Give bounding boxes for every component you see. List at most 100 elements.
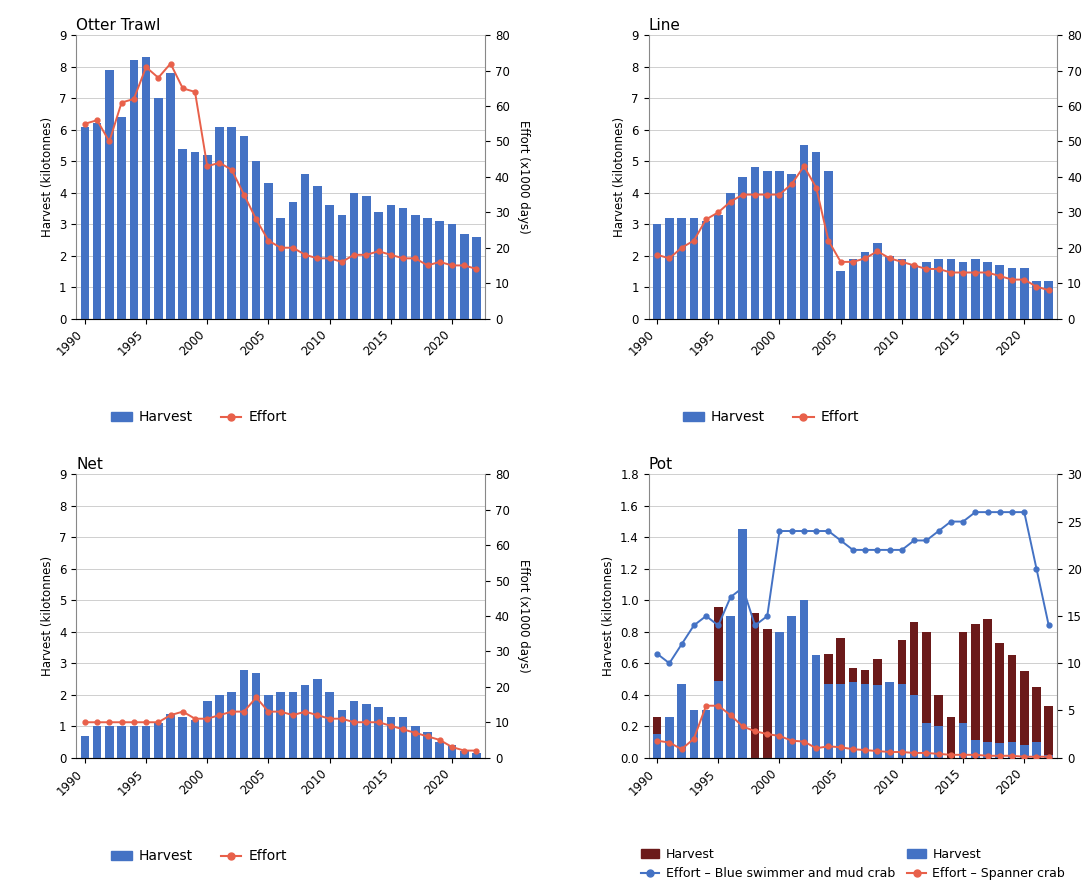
Y-axis label: Effort (x1000 days): Effort (x1000 days) <box>518 559 531 673</box>
Bar <box>313 187 322 319</box>
Bar <box>971 259 980 319</box>
Bar <box>1008 742 1016 758</box>
Bar <box>910 265 919 319</box>
Bar <box>411 726 420 758</box>
Bar <box>301 685 310 758</box>
Bar <box>861 670 870 758</box>
Bar <box>436 742 444 758</box>
Bar <box>1008 655 1016 758</box>
Bar <box>812 673 821 758</box>
Bar <box>289 692 298 758</box>
Y-axis label: Effort (x1000 days): Effort (x1000 days) <box>518 120 531 233</box>
Bar <box>215 695 223 758</box>
Bar <box>812 152 821 319</box>
Bar <box>460 233 469 319</box>
Bar <box>191 720 199 758</box>
Bar <box>154 723 162 758</box>
Bar <box>934 726 943 758</box>
Legend: Harvest, Effort: Harvest, Effort <box>106 844 292 869</box>
Bar <box>1008 268 1016 319</box>
Bar <box>118 117 125 319</box>
Bar <box>873 685 882 758</box>
Bar <box>472 237 481 319</box>
Bar <box>374 211 383 319</box>
Bar <box>264 183 272 319</box>
Bar <box>861 253 870 319</box>
Bar <box>739 588 747 758</box>
Bar <box>763 171 772 319</box>
Bar <box>653 734 662 758</box>
Bar <box>301 174 310 319</box>
Bar <box>714 606 723 758</box>
Bar <box>787 616 796 758</box>
Bar <box>702 714 711 758</box>
Bar <box>690 710 698 758</box>
Bar <box>325 692 334 758</box>
Bar <box>1032 742 1041 758</box>
Bar <box>922 632 931 758</box>
Text: Otter Trawl: Otter Trawl <box>76 18 160 33</box>
Bar <box>362 704 371 758</box>
Bar <box>448 224 457 319</box>
Bar <box>252 673 261 758</box>
Bar <box>1044 281 1053 319</box>
Bar <box>897 640 906 758</box>
Bar <box>277 692 284 758</box>
Bar <box>105 70 113 319</box>
Bar <box>653 224 662 319</box>
Bar <box>726 616 735 758</box>
Bar <box>399 717 408 758</box>
Bar <box>775 632 784 758</box>
Bar <box>751 613 760 758</box>
Bar <box>325 205 334 319</box>
Bar <box>665 218 674 319</box>
Text: Line: Line <box>649 18 680 33</box>
Bar <box>800 682 809 758</box>
Bar <box>971 624 980 758</box>
Bar <box>665 717 674 758</box>
Text: Pot: Pot <box>649 457 673 472</box>
Bar <box>81 736 89 758</box>
Bar <box>959 262 967 319</box>
Bar <box>763 629 772 758</box>
Bar <box>118 726 125 758</box>
Bar <box>436 221 444 319</box>
Bar <box>203 155 211 319</box>
Bar <box>1032 687 1041 758</box>
Bar <box>215 127 223 319</box>
Bar <box>983 742 992 758</box>
Bar <box>690 710 698 758</box>
Bar <box>690 218 698 319</box>
Y-axis label: Harvest (kilotonnes): Harvest (kilotonnes) <box>602 556 615 676</box>
Bar <box>142 57 150 319</box>
Bar <box>472 753 481 758</box>
Bar <box>812 655 821 758</box>
Bar <box>142 726 150 758</box>
Bar <box>411 215 420 319</box>
Bar <box>983 619 992 758</box>
Bar <box>154 98 162 319</box>
Bar <box>787 174 796 319</box>
Bar <box>289 202 298 319</box>
Bar <box>849 682 857 758</box>
Bar <box>1020 268 1029 319</box>
Bar <box>934 695 943 758</box>
Bar <box>959 723 967 758</box>
Bar <box>81 127 89 319</box>
Bar <box>338 710 347 758</box>
Bar <box>1044 754 1053 758</box>
Bar <box>824 171 833 319</box>
Bar <box>338 215 347 319</box>
Bar <box>387 717 395 758</box>
Bar <box>885 255 894 319</box>
Bar <box>800 600 809 758</box>
Bar <box>751 167 760 319</box>
Bar <box>423 218 432 319</box>
Bar <box>350 193 359 319</box>
Bar <box>971 740 980 758</box>
Bar <box>677 714 686 758</box>
Bar <box>714 680 723 758</box>
Bar <box>946 717 955 758</box>
Bar <box>934 259 943 319</box>
Bar <box>191 152 199 319</box>
